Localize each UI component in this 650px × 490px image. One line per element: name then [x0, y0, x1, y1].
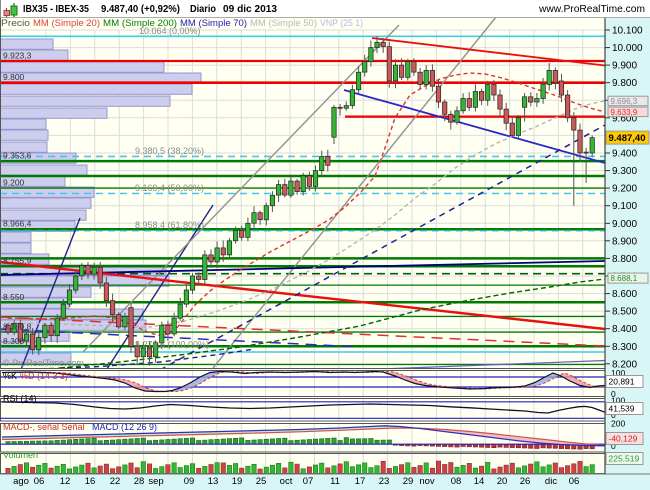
svg-text:ago: ago	[13, 476, 29, 487]
svg-text:MM (Simple 70): MM (Simple 70)	[180, 18, 247, 28]
svg-text:08: 08	[451, 476, 462, 487]
svg-text:Precio: Precio	[1, 18, 30, 28]
svg-text:8.380,8: 8.380,8	[3, 322, 32, 332]
svg-text:8.500: 8.500	[612, 307, 637, 318]
svg-text:10.064 (0,00%): 10.064 (0,00%)	[139, 26, 201, 36]
svg-text:9.696,3: 9.696,3	[611, 97, 638, 106]
svg-text:9.923,3: 9.923,3	[3, 51, 32, 61]
svg-text:20,891: 20,891	[609, 377, 635, 387]
svg-text:9.487,40 (+0,92%): 9.487,40 (+0,92%)	[101, 4, 180, 15]
svg-text:8.755,9: 8.755,9	[3, 256, 32, 266]
svg-text:oct: oct	[280, 476, 293, 487]
svg-text:www.ProRealTime.com: www.ProRealTime.com	[538, 4, 645, 15]
svg-text:26: 26	[520, 476, 531, 487]
svg-text:06: 06	[569, 476, 580, 487]
svg-text:9.353,6: 9.353,6	[3, 151, 32, 161]
svg-text:20: 20	[497, 476, 508, 487]
svg-text:9.300: 9.300	[612, 166, 637, 177]
svg-text:nov: nov	[419, 476, 435, 487]
svg-text:© ProRealTime.com: © ProRealTime.com	[3, 358, 84, 368]
svg-text:VNP (25 1): VNP (25 1)	[320, 18, 363, 28]
svg-text:100: 100	[611, 396, 625, 406]
svg-text:MM (Simple 20): MM (Simple 20)	[33, 18, 100, 28]
svg-text:9.800: 9.800	[3, 72, 25, 82]
svg-text:9.900: 9.900	[612, 61, 637, 72]
svg-text:8.600: 8.600	[612, 289, 637, 300]
svg-text:10.100: 10.100	[612, 26, 643, 37]
svg-text:RSI (14): RSI (14)	[3, 394, 37, 404]
svg-text:MACD-, señal Señal: MACD-, señal Señal	[3, 422, 85, 432]
svg-text:8.200: 8.200	[612, 359, 637, 370]
svg-text:9.800: 9.800	[612, 78, 637, 89]
svg-text:8.550: 8.550	[3, 292, 25, 302]
svg-text:9.169,4 (50,00%): 9.169,4 (50,00%)	[135, 183, 204, 193]
svg-text:8.400: 8.400	[612, 324, 637, 335]
svg-text:06: 06	[34, 476, 45, 487]
svg-text:9.000: 9.000	[612, 219, 637, 230]
svg-text:9.200: 9.200	[3, 178, 25, 188]
svg-text:17: 17	[355, 476, 366, 487]
svg-text:8.300: 8.300	[612, 342, 637, 353]
svg-text:22: 22	[110, 476, 121, 487]
svg-text:09 dic 2013: 09 dic 2013	[223, 4, 277, 15]
svg-text:9.633,9: 9.633,9	[611, 108, 638, 117]
svg-text:9.487,40: 9.487,40	[609, 133, 646, 144]
svg-text:8.900: 8.900	[612, 236, 637, 247]
svg-text:07: 07	[303, 476, 314, 487]
svg-text:14: 14	[474, 476, 485, 487]
svg-text:Diario: Diario	[190, 4, 216, 15]
svg-text:IBX35 - IBEX-35: IBX35 - IBEX-35	[23, 4, 89, 15]
svg-text:23: 23	[379, 476, 390, 487]
svg-text:8.958,4 (61,80%): 8.958,4 (61,80%)	[135, 220, 204, 230]
svg-text:MM (Simple 50): MM (Simple 50)	[250, 18, 317, 28]
svg-text:11: 11	[330, 476, 340, 487]
svg-text:8.966,4: 8.966,4	[3, 219, 32, 229]
svg-text:13: 13	[208, 476, 219, 487]
svg-text:29: 29	[403, 476, 414, 487]
svg-text:9.380,5 (38,20%): 9.380,5 (38,20%)	[135, 146, 204, 156]
svg-text:%K: %K	[3, 371, 17, 381]
svg-text:MACD (12 26 9): MACD (12 26 9)	[92, 422, 157, 432]
svg-text:dic: dic	[545, 476, 557, 487]
svg-text:200: 200	[611, 419, 625, 429]
svg-text:12: 12	[60, 476, 71, 487]
svg-text:0: 0	[611, 441, 616, 451]
svg-text:sep: sep	[148, 476, 163, 487]
svg-text:9.100: 9.100	[612, 201, 637, 212]
svg-text:Volumen: Volumen	[3, 450, 38, 460]
svg-text:16: 16	[85, 476, 96, 487]
svg-text:225.519: 225.519	[609, 454, 640, 464]
svg-text:9.400: 9.400	[612, 148, 637, 159]
svg-text:-40,129: -40,129	[609, 434, 638, 444]
svg-text:41,539: 41,539	[609, 404, 635, 414]
svg-text:MM (Simple 200): MM (Simple 200)	[103, 18, 177, 28]
svg-text:9.200: 9.200	[612, 184, 637, 195]
svg-text:19: 19	[232, 476, 243, 487]
svg-text:100: 100	[611, 368, 625, 378]
svg-text:0: 0	[611, 389, 616, 399]
svg-text:8.688,1: 8.688,1	[611, 274, 638, 283]
svg-text:09: 09	[184, 476, 195, 487]
svg-text:28: 28	[134, 476, 145, 487]
svg-text:10.000: 10.000	[612, 43, 643, 54]
svg-text:9.600: 9.600	[612, 113, 637, 124]
svg-text:25: 25	[256, 476, 267, 487]
svg-text:%D (14 3 3): %D (14 3 3)	[20, 371, 68, 381]
svg-text:8.278,6 (100,00%): 8.278,6 (100,00%)	[135, 340, 209, 350]
svg-text:8.800: 8.800	[612, 254, 637, 265]
svg-text:8.300: 8.300	[3, 336, 25, 346]
